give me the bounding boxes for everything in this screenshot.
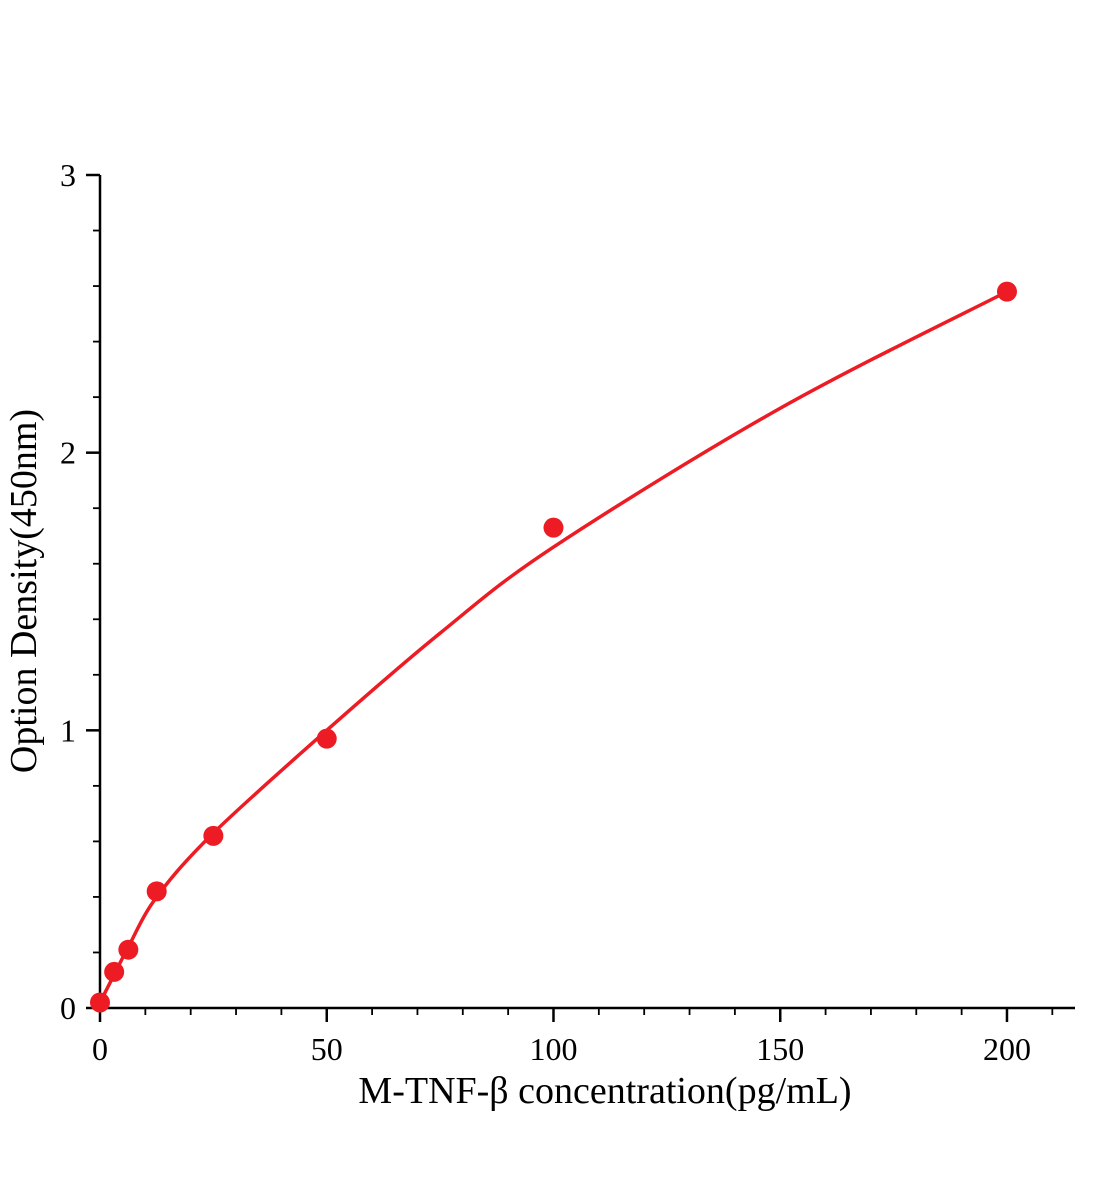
x-tick-label: 100 bbox=[529, 1031, 577, 1067]
x-tick-label: 50 bbox=[311, 1031, 343, 1067]
data-point bbox=[104, 961, 125, 982]
x-tick-label: 0 bbox=[92, 1031, 108, 1067]
x-tick-label: 150 bbox=[756, 1031, 804, 1067]
data-point bbox=[203, 825, 224, 846]
y-tick-label: 1 bbox=[60, 712, 76, 748]
data-point bbox=[146, 881, 167, 902]
y-tick-label: 3 bbox=[60, 157, 76, 193]
data-point bbox=[543, 517, 564, 538]
y-tick-label: 2 bbox=[60, 435, 76, 471]
data-point bbox=[118, 939, 139, 960]
x-tick-label: 200 bbox=[983, 1031, 1031, 1067]
y-tick-label: 0 bbox=[60, 990, 76, 1026]
data-point bbox=[90, 992, 110, 1013]
y-axis-title: Option Density(450nm) bbox=[3, 409, 45, 773]
x-axis-title: M-TNF-β concentration(pg/mL) bbox=[358, 1070, 851, 1112]
plot-area: 0 50 100 150 200 0 1 2 3 bbox=[60, 157, 1075, 1067]
data-point bbox=[316, 728, 337, 749]
fit-curve-line bbox=[98, 289, 1009, 1005]
data-point bbox=[996, 281, 1017, 302]
